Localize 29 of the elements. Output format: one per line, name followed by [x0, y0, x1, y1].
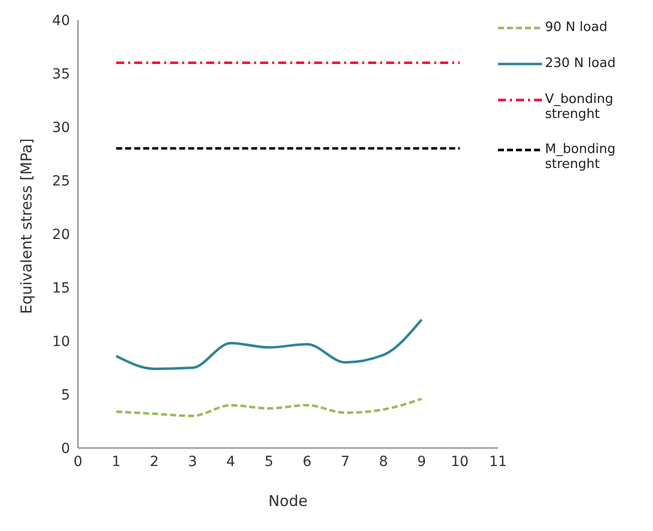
- y-tick-label: 0: [61, 440, 70, 457]
- x-tick-label: 6: [302, 454, 312, 470]
- y-tick-label: 25: [52, 173, 70, 190]
- line-series: [114, 318, 423, 370]
- y-tick-label: 20: [52, 226, 70, 243]
- x-axis-title: Node: [268, 492, 308, 510]
- line-series: [114, 398, 423, 418]
- x-tick-label: 2: [150, 454, 159, 470]
- x-tick-label: 8: [378, 454, 388, 470]
- legend-label: 90 N load: [545, 20, 608, 35]
- x-tick-label: 10: [450, 454, 469, 470]
- x-tick-label: 1: [112, 454, 121, 470]
- y-tick-label: 30: [52, 120, 70, 136]
- legend-label: M_bonding strenght: [545, 142, 617, 172]
- x-tick-label: 0: [74, 454, 82, 470]
- legend-label: 230 N load: [545, 56, 617, 71]
- x-tick-label: 7: [340, 454, 350, 470]
- legend-label: V_bonding strenght: [545, 92, 614, 122]
- y-axis-title: Equivalent stress [MPa]: [17, 138, 36, 314]
- x-tick-label: 3: [188, 454, 198, 470]
- x-tick-label: 9: [417, 454, 426, 470]
- y-tick-label: 15: [52, 280, 70, 296]
- x-tick-label: 5: [264, 454, 274, 470]
- y-tick-label: 5: [61, 387, 70, 404]
- x-tick-label: 4: [226, 454, 236, 470]
- y-tick-label: 10: [52, 334, 70, 350]
- y-tick-label: 35: [52, 66, 70, 82]
- x-tick-label: 11: [489, 454, 507, 470]
- y-tick-label: 40: [52, 12, 70, 29]
